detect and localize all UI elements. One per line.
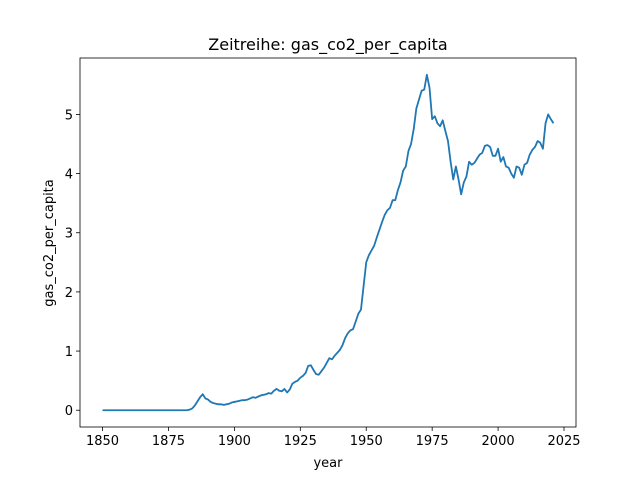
- y-tick-label: 4: [65, 168, 73, 183]
- y-tick-label: 3: [65, 227, 73, 242]
- y-tick-label: 2: [65, 286, 73, 301]
- plot-frame: [79, 57, 577, 428]
- y-axis-label: gas_co2_per_capita: [42, 179, 57, 307]
- x-tick-label: 1975: [416, 434, 449, 449]
- x-tick-label: 2025: [547, 434, 580, 449]
- y-tick-label: 5: [65, 108, 73, 123]
- x-tick-label: 2000: [482, 434, 515, 449]
- x-tick-label: 1950: [350, 434, 383, 449]
- x-axis-label: year: [313, 456, 343, 471]
- x-tick-label: 1875: [152, 434, 185, 449]
- x-tick-label: 1925: [284, 434, 317, 449]
- x-tick-label: 1850: [86, 434, 119, 449]
- data-line: [102, 73, 555, 412]
- x-tick-label: 1900: [218, 434, 251, 449]
- y-tick-label: 0: [65, 404, 73, 419]
- y-tick-label: 1: [65, 345, 73, 360]
- chart-title: Zeitreihe: gas_co2_per_capita: [208, 35, 447, 55]
